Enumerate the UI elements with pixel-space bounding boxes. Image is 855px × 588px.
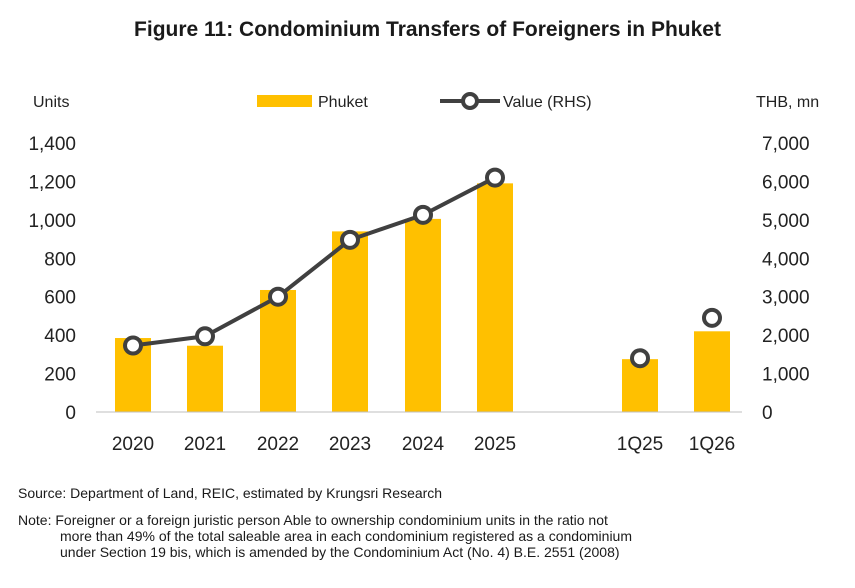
x-tick-label: 1Q26	[689, 434, 735, 455]
x-tick-label: 1Q25	[617, 434, 663, 455]
footnote-line-1: Note: Foreigner or a foreign juristic pe…	[18, 512, 608, 528]
value-point-2025	[485, 167, 505, 188]
value-point-2021	[195, 326, 215, 347]
bar-1Q26	[694, 331, 730, 412]
chart-canvas: 2020 2021 2022 2023 2024 2025 1Q25 1Q26 0 200 400 6…	[28, 92, 819, 455]
y-right-tick-label: 6,000	[762, 172, 810, 193]
source-note: Source: Department of Land, REIC, estima…	[18, 485, 443, 501]
y-right-tick-label: 1,000	[762, 365, 810, 386]
x-tick-label: 2022	[257, 434, 299, 455]
value-point-2024	[413, 204, 433, 225]
value-point-1Q25	[630, 348, 650, 369]
value-line	[132, 175, 496, 348]
bar-2022	[260, 289, 296, 412]
y-left-tick-label: 1,200	[28, 172, 76, 193]
value-point-2022	[268, 286, 288, 307]
footnote-line-3: under Section 19 bis, which is amended b…	[60, 544, 620, 560]
value-point-1Q26	[702, 307, 722, 328]
y-right-tick-label: 3,000	[762, 288, 810, 309]
legend-label-value: Value (RHS)	[503, 94, 592, 111]
y-right-tick-label: 0	[762, 403, 773, 424]
y-left-tick-label: 200	[44, 365, 76, 386]
y-left-tick-label: 800	[44, 249, 76, 270]
y-right-tick-label: 7,000	[762, 134, 810, 155]
y-right-tick-label: 2,000	[762, 326, 810, 347]
legend-label-phuket: Phuket	[318, 94, 368, 111]
bar-2024	[405, 218, 441, 412]
y-right-axis-title: THB, mn	[756, 94, 819, 111]
y-right-tick-label: 4,000	[762, 249, 810, 270]
y-right-tick-label: 5,000	[762, 211, 810, 232]
y-left-tick-label: 0	[65, 403, 76, 424]
y-left-tick-label: 1,400	[28, 134, 76, 155]
y-left-tick-label: 1,000	[28, 211, 76, 232]
x-tick-label: 2020	[112, 434, 154, 455]
bar-2021	[187, 345, 223, 412]
bar-2025	[477, 183, 513, 412]
legend-marker-value	[461, 92, 479, 110]
legend-swatch-phuket	[257, 95, 312, 107]
x-tick-label: 2023	[329, 434, 371, 455]
y-left-axis-title: Units	[33, 94, 69, 111]
y-left-tick-label: 600	[44, 288, 76, 309]
bar-2023	[332, 231, 368, 412]
chart-title: Figure 11: Condominium Transfers of Fore…	[134, 18, 721, 41]
x-tick-label: 2025	[474, 434, 516, 455]
value-point-2023	[340, 229, 360, 250]
x-tick-label: 2021	[184, 434, 226, 455]
value-point-2020	[123, 335, 143, 356]
y-left-tick-label: 400	[44, 326, 76, 347]
footnote-line-2: more than 49% of the total saleable area…	[60, 528, 632, 544]
footnote: Note: Foreigner or a foreign juristic pe…	[18, 512, 838, 560]
x-tick-label: 2024	[402, 434, 445, 455]
